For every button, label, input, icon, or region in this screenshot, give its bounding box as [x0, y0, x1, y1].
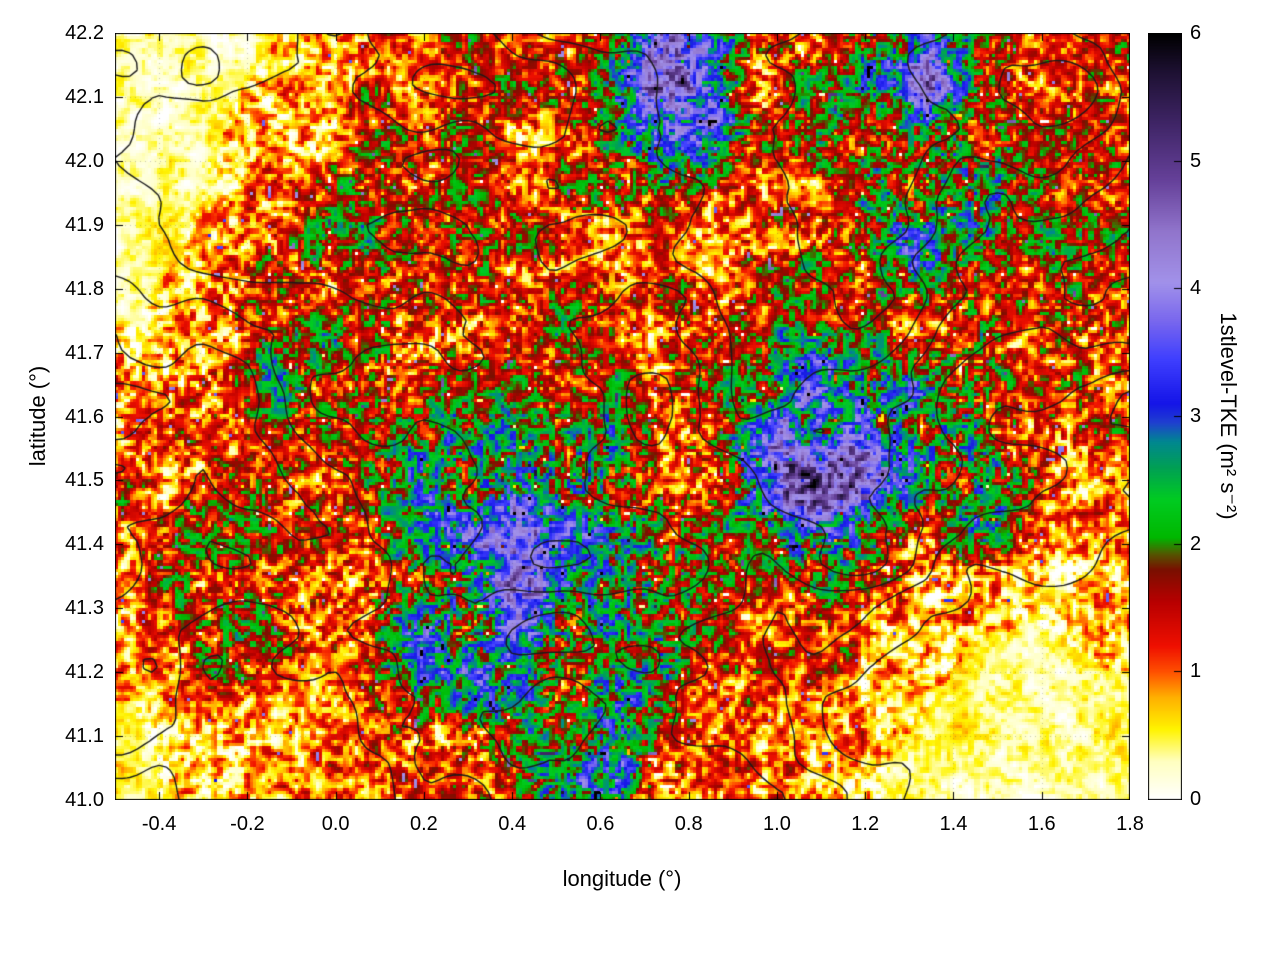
x-tick-label: 1.2	[851, 813, 880, 835]
x-tick-label: 0.6	[586, 813, 615, 835]
y-tick-label: 41.7	[65, 341, 104, 364]
y-tick-label: 41.0	[65, 789, 104, 811]
colorbar-tick-label: 6	[1190, 22, 1202, 44]
x-tick-label: 0.0	[321, 813, 350, 835]
x-tick-label: 0.8	[674, 813, 703, 835]
y-tick-label: 41.1	[65, 725, 104, 748]
x-tick-label: 1.4	[939, 813, 968, 835]
y-tick-label: 42.1	[65, 85, 104, 108]
x-axis-label: longitude (°)	[562, 866, 682, 891]
y-tick-label: 41.2	[65, 661, 104, 684]
colorbar-tick-label: 1	[1190, 660, 1202, 683]
x-tick-label: -0.4	[141, 813, 177, 835]
y-tick-label: 41.8	[65, 277, 104, 300]
y-tick-label: 41.4	[65, 533, 104, 556]
colorbar-label: 1stlevel-TKE (m² s⁻²)	[1216, 312, 1241, 520]
colorbar-tick-label: 0	[1190, 788, 1202, 810]
x-tick-label: 1.0	[763, 813, 791, 835]
y-tick-label: 41.3	[65, 597, 104, 620]
colorbar-tick-label: 3	[1190, 405, 1202, 427]
x-tick-label: 1.8	[1116, 813, 1144, 835]
y-tick-label: 41.9	[65, 213, 104, 236]
x-tick-label: -0.2	[230, 813, 265, 835]
y-tick-label: 42.2	[65, 22, 104, 44]
y-tick-label: 41.6	[65, 405, 104, 428]
y-tick-label: 42.0	[65, 149, 104, 172]
colorbar-tick-label: 5	[1190, 149, 1202, 172]
x-tick-label: 1.6	[1027, 813, 1056, 835]
y-tick-label: 41.5	[65, 469, 104, 492]
colorbar-tick-label: 4	[1190, 277, 1202, 300]
heatmap-plot-area	[115, 33, 1130, 800]
colorbar	[1148, 33, 1182, 800]
x-tick-label: 0.4	[498, 813, 527, 835]
colorbar-tick-label: 2	[1190, 532, 1202, 555]
x-tick-label: 0.2	[410, 813, 438, 835]
